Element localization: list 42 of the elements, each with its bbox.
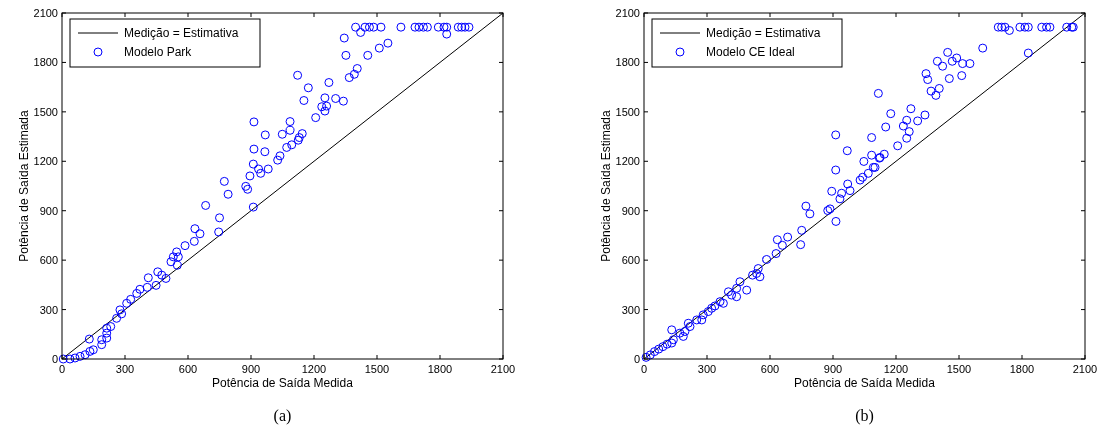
y-tick-label: 2100 [615,7,640,19]
text: (a) [273,407,292,425]
y-tick-label: 1500 [615,105,640,118]
y-tick-label: 1200 [33,155,58,168]
y-tick-label: 0 [633,353,640,365]
x-tick-label: 0 [58,363,66,375]
text: (b) [855,407,874,425]
y-tick-label: 900 [621,204,640,217]
legend-label: Modelo CE Ideal [706,45,795,59]
x-tick-label: 900 [241,363,261,375]
y-tick-label: 2100 [33,7,58,19]
y-tick-label: 300 [621,303,640,316]
y-tick-label: 1500 [33,105,58,118]
legend-label: Medição = Estimativa [124,26,239,40]
y-tick-label: 1800 [615,56,640,69]
legend-label: Medição = Estimativa [706,26,821,40]
x-tick-label: 2100 [490,363,516,375]
x-tick-label: 1200 [883,363,909,375]
y-tick-label: 600 [39,254,58,267]
x-tick-label: 1500 [364,363,390,375]
x-tick-label: 1500 [946,363,972,375]
legend-label: Modelo Park [124,45,193,59]
y-axis-title: Potência de Saída Estimada [599,109,613,262]
y-axis-title: Potência de Saída Estimada [17,109,31,262]
x-axis-title: Potência de Saída Medida [212,376,354,390]
y-tick-label: 1200 [615,155,640,168]
x-tick-label: 300 [697,363,717,375]
x-tick-label: 900 [823,363,843,375]
x-tick-label: 1800 [427,363,453,375]
y-tick-label: 0 [51,353,58,365]
y-tick-label: 1800 [33,56,58,69]
y-tick-label: 600 [621,254,640,267]
y-tick-label: 300 [39,303,58,316]
x-tick-label: 0 [640,363,648,375]
x-axis-title: Potência de Saída Medida [794,376,936,390]
x-tick-label: 300 [115,363,135,375]
x-tick-label: 1200 [301,363,327,375]
x-tick-label: 600 [178,363,198,375]
x-tick-label: 600 [760,363,780,375]
y-tick-label: 900 [39,204,58,217]
x-tick-label: 1800 [1009,363,1035,375]
x-tick-label: 2100 [1072,363,1098,375]
